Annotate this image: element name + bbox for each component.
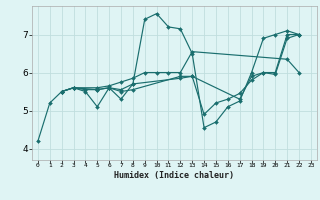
X-axis label: Humidex (Indice chaleur): Humidex (Indice chaleur)	[115, 171, 234, 180]
